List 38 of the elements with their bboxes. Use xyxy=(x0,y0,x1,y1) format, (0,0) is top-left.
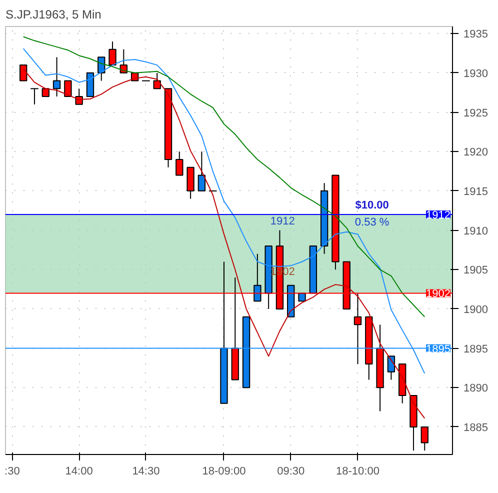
line-series xyxy=(22,68,426,419)
candlestick xyxy=(108,40,116,66)
y-tick-label: 1885 xyxy=(464,422,488,434)
x-tick-label: 18-09:00 xyxy=(202,466,246,478)
candlestick xyxy=(387,356,396,380)
annotation: $10.00 xyxy=(355,200,389,212)
candlestick xyxy=(254,253,262,302)
y-tick-label: 1915 xyxy=(464,186,488,198)
x-tick-label: :30 xyxy=(4,466,20,478)
candlestick xyxy=(64,80,72,98)
x-tick-label: 14:30 xyxy=(132,466,160,478)
annotation: 0.53 % xyxy=(354,216,390,229)
candlestick xyxy=(198,151,206,192)
x-tick-label: 14:00 xyxy=(65,466,93,478)
candlestick xyxy=(176,151,184,176)
ref-line-label: 1895 xyxy=(426,343,451,356)
y-tick-label: 1900 xyxy=(464,304,488,316)
y-tick-label: 1925 xyxy=(464,107,488,120)
candlestick xyxy=(186,166,194,200)
y-tick-label: 1920 xyxy=(464,146,488,159)
candlestick xyxy=(86,72,94,98)
y-tick-label: 1895 xyxy=(464,343,488,356)
candlestick xyxy=(52,56,61,98)
y-tick-label: 1935 xyxy=(464,28,488,41)
candlestick xyxy=(19,64,28,82)
chart-title: S.JP.J1963, 5 Min xyxy=(6,8,102,22)
candlestick xyxy=(30,88,39,105)
candlestick xyxy=(75,88,83,105)
x-tick-label: 09:30 xyxy=(277,466,305,478)
y-tick-label: 1910 xyxy=(464,225,488,238)
x-tick-label: 18-10:00 xyxy=(336,466,380,478)
ref-line-label: 1902 xyxy=(426,288,451,300)
y-tick-label: 1905 xyxy=(464,264,488,277)
y-tick-label: 1890 xyxy=(464,382,488,395)
candlestick xyxy=(420,426,428,452)
y-tick-label: 1930 xyxy=(464,68,488,80)
line-series xyxy=(22,36,426,318)
annotation: 1912 xyxy=(270,216,295,228)
